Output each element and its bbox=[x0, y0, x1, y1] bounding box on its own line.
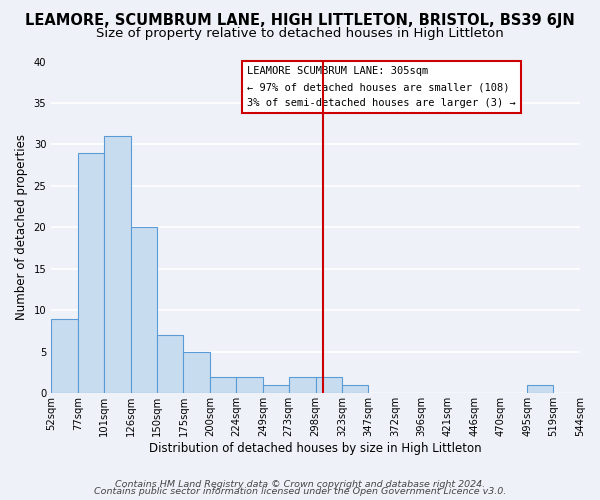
Bar bbox=[289, 376, 316, 394]
Bar bbox=[316, 376, 343, 394]
Bar bbox=[236, 376, 263, 394]
Bar bbox=[78, 152, 104, 394]
Bar bbox=[184, 352, 210, 394]
Text: Size of property relative to detached houses in High Littleton: Size of property relative to detached ho… bbox=[96, 28, 504, 40]
Bar bbox=[343, 385, 368, 394]
Bar bbox=[51, 318, 78, 394]
Bar bbox=[104, 136, 131, 394]
Bar bbox=[131, 228, 157, 394]
X-axis label: Distribution of detached houses by size in High Littleton: Distribution of detached houses by size … bbox=[149, 442, 482, 455]
Bar bbox=[210, 376, 236, 394]
Text: LEAMORE, SCUMBRUM LANE, HIGH LITTLETON, BRISTOL, BS39 6JN: LEAMORE, SCUMBRUM LANE, HIGH LITTLETON, … bbox=[25, 12, 575, 28]
Text: Contains public sector information licensed under the Open Government Licence v3: Contains public sector information licen… bbox=[94, 487, 506, 496]
Bar bbox=[263, 385, 289, 394]
Text: Contains HM Land Registry data © Crown copyright and database right 2024.: Contains HM Land Registry data © Crown c… bbox=[115, 480, 485, 489]
Y-axis label: Number of detached properties: Number of detached properties bbox=[15, 134, 28, 320]
Bar bbox=[527, 385, 553, 394]
Text: LEAMORE SCUMBRUM LANE: 305sqm
← 97% of detached houses are smaller (108)
3% of s: LEAMORE SCUMBRUM LANE: 305sqm ← 97% of d… bbox=[247, 66, 515, 108]
Bar bbox=[157, 335, 184, 394]
